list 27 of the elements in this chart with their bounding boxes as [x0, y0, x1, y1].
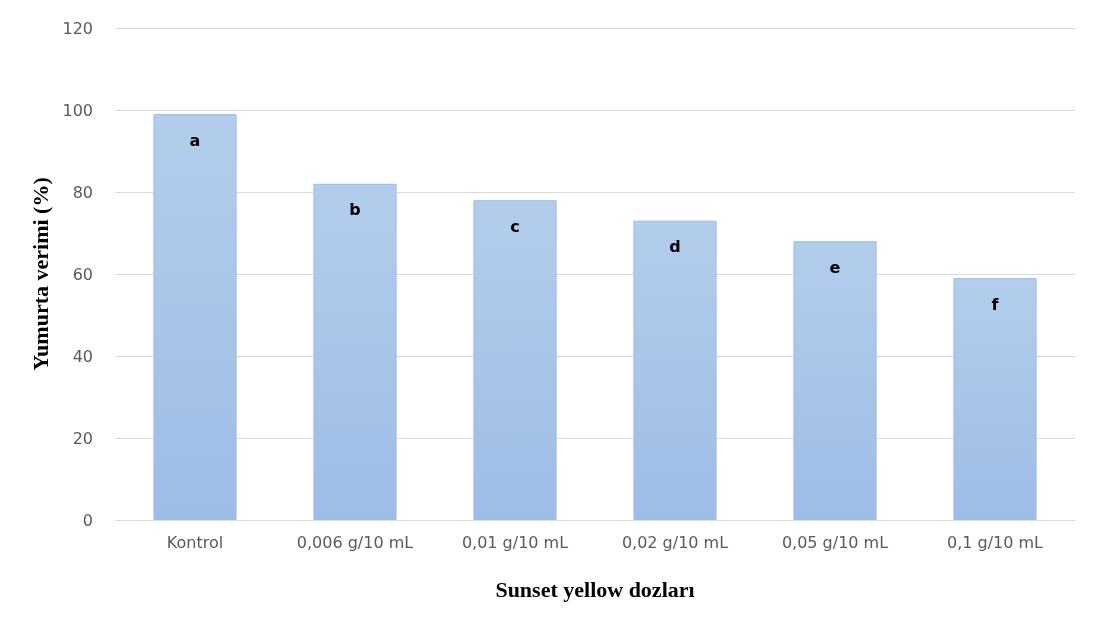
x-tick-label: 0,05 g/10 mL: [781, 532, 889, 552]
x-tick-label: 0,02 g/10 mL: [621, 532, 729, 552]
y-tick-label: 80: [72, 182, 93, 202]
bar: [793, 241, 877, 520]
x-tick-label: 0,1 g/10 mL: [946, 532, 1044, 552]
bar: [473, 200, 557, 520]
y-axis-title: Yumurta verimi (%): [28, 177, 54, 371]
bar: [633, 220, 717, 520]
x-tick-label: 0,006 g/10 mL: [296, 532, 414, 552]
y-tick-label: 0: [82, 510, 93, 530]
y-tick-label: 120: [62, 18, 93, 38]
y-tick-label: 100: [62, 100, 93, 120]
y-tick-label: 40: [72, 346, 93, 366]
x-axis-title: Sunset yellow dozları: [495, 576, 695, 602]
bar: [153, 114, 237, 520]
data-label: c: [510, 216, 520, 236]
x-tick-label: Kontrol: [166, 532, 224, 552]
x-tick-label: 0,01 g/10 mL: [461, 532, 569, 552]
data-label: a: [189, 130, 201, 150]
data-label: e: [829, 257, 841, 277]
data-label: d: [669, 237, 681, 257]
data-label: b: [349, 200, 361, 220]
bar: [953, 278, 1037, 520]
y-tick-label: 60: [72, 264, 93, 284]
data-label: f: [991, 294, 1000, 314]
y-tick-label: 20: [72, 428, 93, 448]
bar: [313, 183, 397, 520]
